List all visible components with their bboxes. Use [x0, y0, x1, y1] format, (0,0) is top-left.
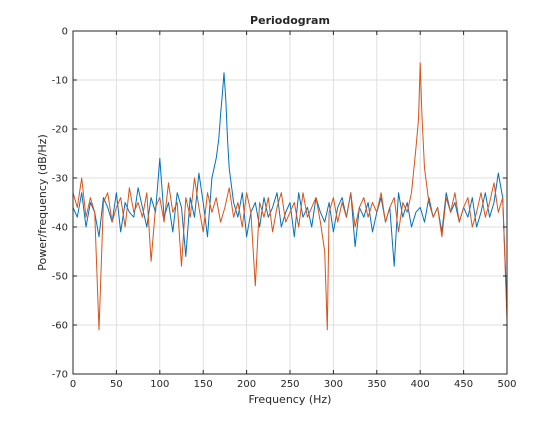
x-tick-label: 450 [454, 379, 473, 390]
x-tick-label: 300 [324, 379, 343, 390]
plot-series [72, 62, 508, 331]
chart-title: Periodogram [250, 14, 330, 27]
x-tick-label: 100 [150, 379, 169, 390]
x-axis-label: Frequency (Hz) [249, 393, 332, 406]
series-line-2 [72, 62, 508, 331]
x-tick-label: 150 [194, 379, 213, 390]
x-tick-label: 200 [237, 379, 256, 390]
y-tick-label: 0 [62, 27, 68, 38]
y-tick-label: -40 [52, 223, 68, 234]
y-tick-label: -70 [52, 370, 68, 381]
x-tick-label: 50 [110, 379, 123, 390]
ticks: 0 50 100 150 200 250 300 350 400 450 500 0 -10 -20 -30… [52, 27, 517, 391]
y-tick-label: -30 [52, 174, 68, 185]
y-tick-label: -20 [52, 125, 68, 136]
x-tick-label: 250 [280, 379, 299, 390]
x-tick-label: 0 [70, 379, 76, 390]
x-tick-label: 400 [411, 379, 430, 390]
y-tick-label: -10 [52, 76, 68, 87]
y-axis-label: Power/frequency (dB/Hz) [36, 134, 49, 271]
y-tick-label: -50 [52, 272, 68, 283]
y-tick-label: -60 [52, 321, 68, 332]
x-tick-label: 350 [367, 379, 386, 390]
x-tick-label: 500 [497, 379, 516, 390]
